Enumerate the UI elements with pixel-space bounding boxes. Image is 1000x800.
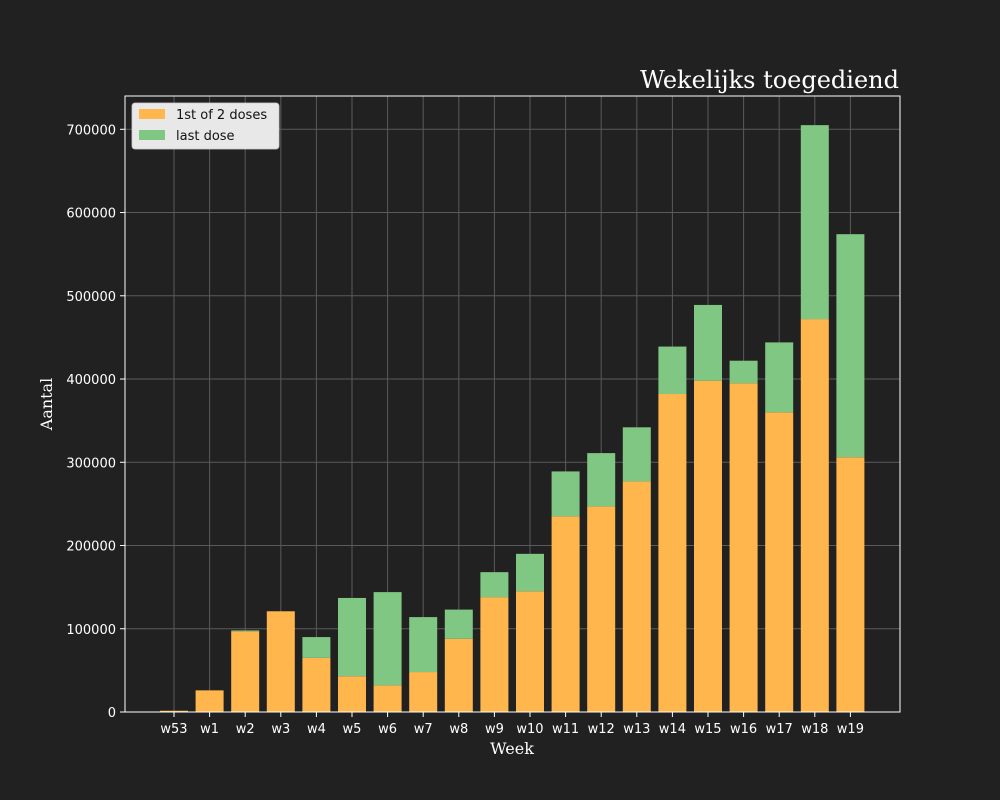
x-tick-label: w53 [160, 722, 187, 737]
bar-last-dose-w12 [587, 453, 616, 507]
bar-last-dose-w10 [516, 553, 544, 592]
x-tick-label: w12 [588, 722, 615, 737]
x-tick-label: w19 [837, 722, 864, 737]
chart-title: Wekelijks toegediend [640, 66, 899, 94]
bar-first-dose-w6 [373, 685, 402, 712]
x-tick-label: w15 [694, 722, 721, 737]
bar-last-dose-w16 [729, 360, 758, 384]
x-tick-label: w14 [659, 722, 686, 737]
legend-label-last-dose: last dose [176, 129, 235, 144]
x-tick-label: w9 [485, 722, 504, 737]
bar-first-dose-w4 [302, 657, 331, 712]
bar-last-dose-w5 [338, 597, 366, 677]
bar-first-dose-w9 [480, 597, 509, 712]
y-tick-label: 0 [108, 706, 116, 721]
y-tick-label: 300000 [66, 456, 116, 471]
x-tick-label: w13 [623, 722, 650, 737]
bar-first-dose-w13 [622, 481, 651, 712]
legend-label-first-dose: 1st of 2 doses [176, 108, 267, 123]
x-tick-label: w8 [449, 722, 468, 737]
x-tick-label: w4 [307, 722, 326, 737]
x-tick-label: w11 [552, 722, 579, 737]
legend: 1st of 2 doses last dose [131, 102, 280, 150]
x-axis: w53 w1 w2 w3 w4 w5 w6 w7 w8 w9 w10 w11 w12 w13 w14 w15 w… [160, 712, 864, 737]
bar-last-dose-w8 [444, 609, 473, 639]
bar-last-dose-w14 [658, 346, 687, 395]
x-tick-label: w1 [200, 722, 219, 737]
x-tick-label: w17 [766, 722, 793, 737]
y-axis: 0 100000 200000 300000 400000 500000 600000 700… [66, 123, 125, 721]
x-tick-label: w7 [414, 722, 433, 737]
bar-first-dose-w5 [338, 676, 366, 712]
bar-first-dose-w10 [516, 591, 544, 712]
bar-last-dose-w17 [765, 342, 794, 413]
bar-first-dose-w3 [266, 611, 295, 712]
bar-first-dose-w12 [587, 506, 616, 712]
x-tick-label: w3 [271, 722, 290, 737]
legend-box [131, 102, 280, 150]
bar-last-dose-w18 [800, 125, 829, 320]
bar-first-dose-w53 [160, 710, 188, 712]
bar-first-dose-w11 [551, 516, 580, 712]
bar-last-dose-w9 [480, 572, 509, 598]
bar-last-dose-w15 [694, 304, 722, 381]
x-tick-label: w2 [236, 722, 255, 737]
y-tick-label: 200000 [66, 540, 116, 555]
bar-last-dose-w7 [409, 617, 438, 673]
x-axis-label: Week [490, 739, 534, 758]
bar-first-dose-w2 [231, 631, 260, 712]
bar-last-dose-w6 [373, 592, 402, 686]
bar-last-dose-w11 [551, 471, 580, 517]
bar-last-dose-w2 [231, 630, 260, 632]
y-tick-label: 700000 [66, 123, 116, 138]
bar-first-dose-w19 [836, 457, 865, 712]
x-tick-label: w10 [516, 722, 543, 737]
bar-first-dose-w18 [800, 319, 829, 712]
x-tick-label: w16 [730, 722, 757, 737]
bar-last-dose-w4 [302, 637, 331, 658]
y-tick-label: 400000 [66, 373, 116, 388]
y-tick-label: 100000 [66, 623, 116, 638]
plot-frame [124, 95, 901, 713]
bar-first-dose-w16 [729, 383, 758, 712]
x-tick-label: w18 [801, 722, 828, 737]
bar-first-dose-w14 [658, 394, 687, 712]
y-tick-label: 600000 [66, 207, 116, 222]
legend-swatch-first-dose [139, 109, 165, 119]
bar-first-dose-w1 [195, 690, 224, 712]
bar-first-dose-w17 [765, 412, 794, 712]
bar-first-dose-w7 [409, 672, 438, 712]
y-axis-label: Aantal [37, 378, 56, 431]
x-tick-label: w5 [343, 722, 362, 737]
bar-group [160, 125, 865, 712]
bar-last-dose-w13 [622, 427, 651, 482]
y-tick-label: 500000 [66, 290, 116, 305]
bar-first-dose-w8 [444, 638, 473, 712]
bar-first-dose-w15 [694, 380, 722, 712]
x-tick-label: w6 [378, 722, 397, 737]
legend-swatch-last-dose [139, 130, 165, 140]
bar-last-dose-w19 [836, 234, 865, 458]
